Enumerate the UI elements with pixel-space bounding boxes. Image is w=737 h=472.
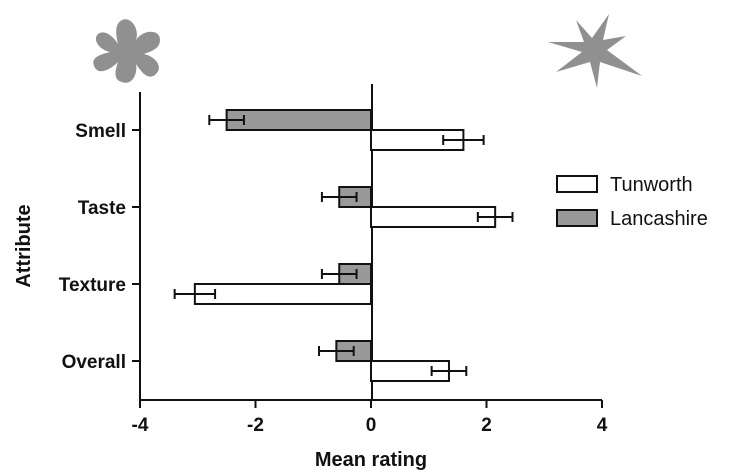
legend-label-tunworth: Tunworth [610, 174, 693, 196]
star-burst-icon [548, 14, 642, 88]
x-tick-label: -4 [132, 415, 149, 436]
category-label: Smell [75, 121, 126, 142]
bars [173, 109, 514, 382]
x-tick-label: -2 [247, 415, 264, 436]
bar-tunworth-taste [370, 206, 497, 228]
x-ticks: -4 -2 0 2 4 [132, 400, 608, 436]
category-label: Overall [62, 352, 126, 373]
legend: Tunworth Lancashire [556, 174, 708, 230]
category-label: Taste [78, 198, 126, 219]
legend-swatch-lancashire [556, 209, 598, 227]
x-tick-label: 2 [481, 415, 492, 436]
flower-blob-icon [93, 19, 160, 83]
bar-tunworth-texture [193, 283, 372, 305]
x-tick-label: 0 [366, 415, 377, 436]
x-axis-title: Mean rating [315, 449, 427, 471]
y-axis-title: Attribute [13, 204, 35, 287]
y-ticks: Smell Taste Texture Overall [59, 121, 140, 373]
legend-label-lancashire: Lancashire [610, 208, 708, 230]
x-tick-label: 4 [597, 415, 608, 436]
bar-lancashire-smell [225, 109, 372, 131]
legend-swatch-tunworth [556, 175, 598, 193]
category-label: Texture [59, 275, 126, 296]
